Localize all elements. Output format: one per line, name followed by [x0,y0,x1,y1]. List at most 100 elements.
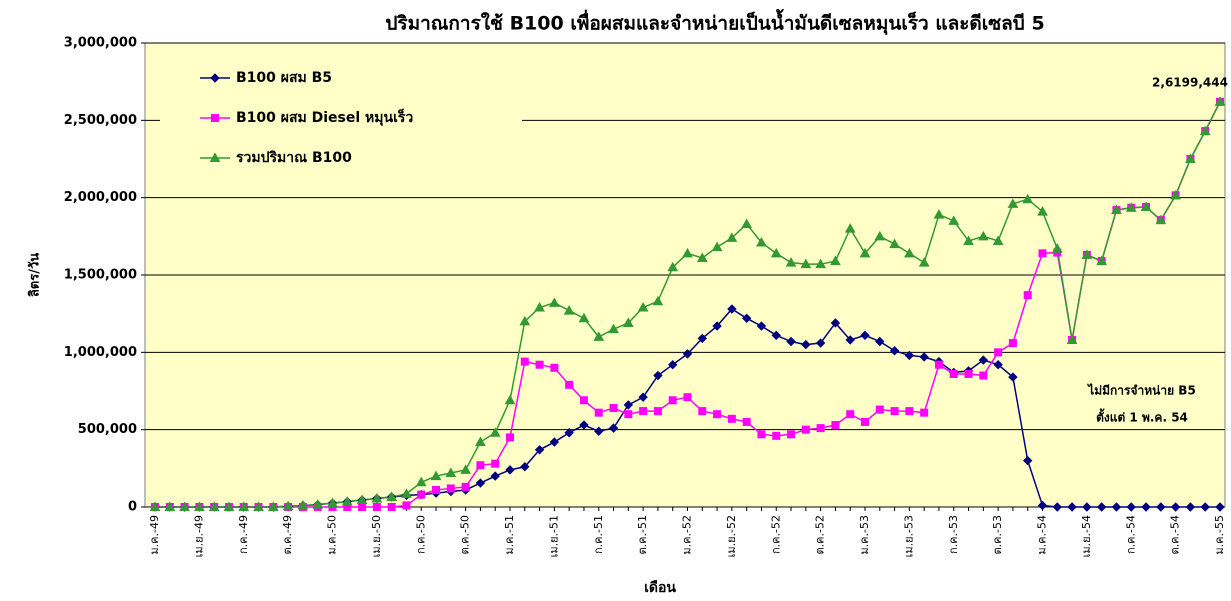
point [683,393,692,402]
point [267,501,279,511]
point [830,255,841,266]
x-tick-label: เม.ย.-50 [370,515,383,557]
point [504,394,516,405]
point [549,437,560,447]
x-tick-label: ต.ค.-49 [281,515,294,554]
point [1199,125,1211,136]
point [727,414,736,423]
point [949,369,958,378]
point [963,235,974,245]
point [475,478,486,488]
point [979,371,988,380]
point [415,476,427,487]
point [563,305,575,315]
point [874,230,886,241]
point [356,494,368,505]
point [964,369,973,378]
point [608,323,619,334]
point [490,471,500,481]
point [1140,201,1152,211]
point [1008,339,1017,348]
point [1170,189,1181,200]
point [948,215,960,225]
point [1096,502,1107,512]
point [535,360,544,369]
point [756,321,767,331]
annotation: ไม่มีการจำหน่าย B5 [1086,383,1196,398]
point [608,423,619,433]
point [312,499,324,509]
point [770,247,782,258]
point [785,257,797,267]
point [653,407,662,416]
x-tick-label: เม.ย.-53 [902,515,915,557]
point [565,380,574,389]
x-tick-label: ม.ค.-54 [1036,515,1049,555]
point [1067,502,1077,512]
point [741,218,753,228]
point [297,499,309,510]
point [682,247,693,258]
point [1008,372,1018,382]
x-tick-label: ต.ค.-50 [459,515,472,554]
point [801,339,811,350]
point [771,330,781,341]
point [208,501,220,511]
point [905,407,914,416]
point [164,501,176,511]
point [1185,153,1196,163]
point [741,313,752,324]
x-tick-label: ต.ค.-52 [814,515,827,554]
legend-label: รวมปริมาณ B100 [236,150,352,166]
point [223,501,235,511]
point [1023,455,1033,466]
x-tick-label: ต.ค.-51 [636,515,649,554]
y-axis-label: ลิตร/วัน [28,253,43,297]
x-tick-label: ก.ค.-49 [237,515,250,554]
point [1155,214,1167,225]
point [844,223,856,233]
point [327,497,338,508]
y-tick-label: 2,500,000 [64,113,137,128]
point [933,209,945,219]
point [401,488,412,498]
point [756,237,767,247]
point [742,417,751,426]
point [726,232,738,242]
point [978,355,989,365]
point [1081,249,1093,259]
point [1185,502,1196,512]
y-tick-label: 0 [128,500,137,515]
x-axis-label: เดือน [644,580,676,596]
point [1037,206,1048,216]
point [578,312,590,323]
point [520,462,530,472]
point [800,258,812,269]
point [757,430,766,439]
point [815,338,826,348]
x-tick-label: เม.ย.-54 [1080,515,1093,557]
legend-marker [210,73,220,83]
point [461,482,470,491]
y-tick-label: 2,000,000 [64,190,137,205]
y-tick-label: 500,000 [78,422,137,437]
point [564,428,574,438]
point [534,445,545,455]
point [713,410,722,419]
y-tick-label: 1,500,000 [64,268,137,283]
point [1111,502,1122,512]
x-tick-label: ก.ค.-50 [414,515,427,554]
x-tick-label: ก.ค.-54 [1124,515,1137,554]
point [918,257,930,267]
point [446,484,455,493]
point [491,459,500,468]
point [993,359,1003,370]
point [341,496,353,506]
legend-label: B100 ผสม B5 [236,70,332,86]
point [1141,502,1151,512]
point [668,396,677,405]
annotation: 2,6199,444 [1152,76,1228,90]
point [815,258,826,269]
point [476,461,485,470]
point [593,331,605,341]
